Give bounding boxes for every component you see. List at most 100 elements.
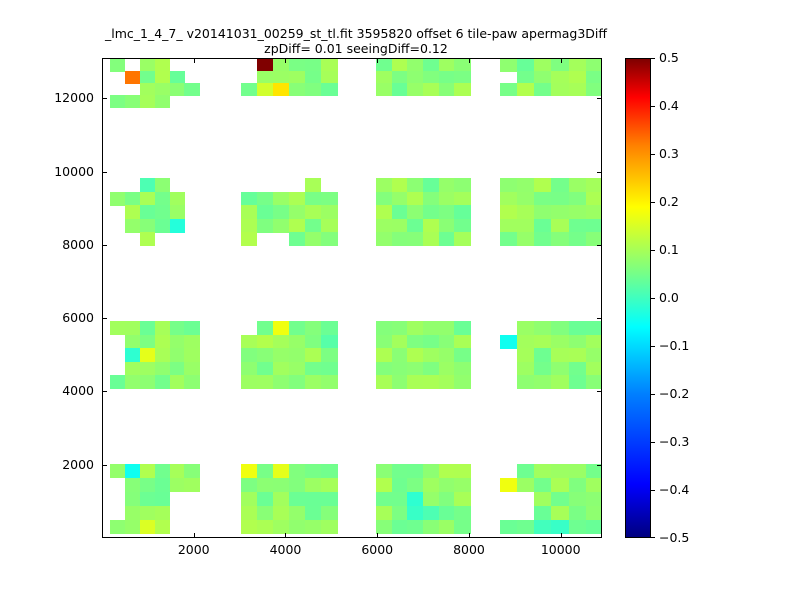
heatmap-cell [454,463,471,479]
heatmap-cell [534,191,552,206]
y-axis-tick-label: 12000 [54,90,94,106]
heatmap-cell [304,519,322,535]
heatmap-cell [375,71,393,84]
heatmap-cell [585,375,601,390]
heatmap-cell [438,491,455,507]
heatmap-cell [240,463,258,479]
heatmap-cell [438,361,455,376]
colorbar-tick [651,537,655,538]
colorbar-tick [651,442,655,443]
heatmap-cell [256,334,274,349]
x-axis-tick-label: 8000 [453,542,485,557]
heatmap-cell [454,361,471,376]
heatmap-cell [304,191,322,206]
heatmap-cell [154,59,171,72]
heatmap-cell [585,361,601,376]
heatmap-cell [534,71,552,84]
heatmap-cell [240,218,258,233]
heatmap-cell [169,71,185,84]
heatmap-cell [375,491,393,507]
heatmap-cell [551,491,570,507]
heatmap-cell [438,348,455,363]
heatmap-cell [534,59,552,72]
heatmap-cell [407,218,424,233]
heatmap-cell [320,205,338,220]
heatmap-cell [516,375,535,390]
plot-title: _lmc_1_4_7_ v20141031_00259_st_tl.fit 35… [0,26,712,56]
heatmap-cell [320,218,338,233]
heatmap-cell [438,334,455,349]
heatmap-cell [391,334,408,349]
heatmap-cell [422,361,440,376]
heatmap-cell [438,83,455,96]
x-axis-tick [285,533,287,537]
y-axis-tick [103,98,107,100]
heatmap-cell [551,205,570,220]
heatmap-cell [272,361,290,376]
heatmap-cell [288,361,306,376]
heatmap-cell [568,505,587,521]
heatmap-cell [454,178,471,193]
heatmap-cell [139,334,156,349]
heatmap-cell [320,505,338,521]
heatmap-cell [304,505,322,521]
heatmap-cell [422,191,440,206]
heatmap-cell [169,83,185,96]
heatmap-cell [139,95,156,108]
heatmap-cell [320,361,338,376]
heatmap-cell [407,83,424,96]
heatmap-cell [375,463,393,479]
heatmap-cell [422,491,440,507]
heatmap-cell [551,463,570,479]
heatmap-cell [438,463,455,479]
heatmap-cell [516,320,535,336]
x-axis-tick-label: 4000 [269,542,302,557]
heatmap-cell [272,83,290,96]
heatmap-cell [139,205,156,220]
colorbar-tick [651,106,655,107]
heatmap-cell [585,205,601,220]
heatmap-cell [320,463,338,479]
heatmap-cell [139,218,156,233]
heatmap-cell [139,505,156,521]
heatmap-cell [154,191,171,206]
heatmap-cell [256,205,274,220]
heatmap-cell [139,463,156,479]
colorbar-tick-label: 0.1 [659,242,679,257]
heatmap-cell [375,232,393,247]
y-axis-tick-label: 8000 [62,236,94,252]
heatmap-cell [391,375,408,390]
heatmap-cell [585,320,601,336]
colorbar-tick [651,202,655,203]
heatmap-cell [391,59,408,72]
heatmap-cell [240,375,258,390]
heatmap-cell [154,519,171,535]
heatmap-cell [454,83,471,96]
heatmap-cell [375,505,393,521]
x-axis-tick [468,533,470,537]
heatmap-cell [256,361,274,376]
heatmap-cell [240,232,258,247]
heatmap-cell [109,59,126,72]
heatmap-cell [320,83,338,96]
colorbar[interactable]: −0.5 −0.4 −0.3 −0.2 −0.1 0.0 0.1 0.2 0.3 0.4 0.5 [625,51,689,544]
heatmap-cell [551,178,570,193]
colorbar-tick-label: 0.3 [659,146,679,161]
heatmap-cell [407,361,424,376]
heatmap-cell [454,348,471,363]
heatmap-cell [454,218,471,233]
heatmap-cell [551,191,570,206]
heatmap-axes[interactable] [102,58,602,538]
heatmap-cell [169,334,185,349]
heatmap-cell [499,232,518,247]
heatmap-cell [256,519,274,535]
heatmap-cell [304,334,322,349]
heatmap-cell [240,334,258,349]
heatmap-cell [438,178,455,193]
heatmap-cell [240,348,258,363]
heatmap-cell [320,334,338,349]
heatmap-cell [184,83,200,96]
heatmap-cell [407,334,424,349]
heatmap-cell [407,178,424,193]
heatmap-cell [154,375,171,390]
